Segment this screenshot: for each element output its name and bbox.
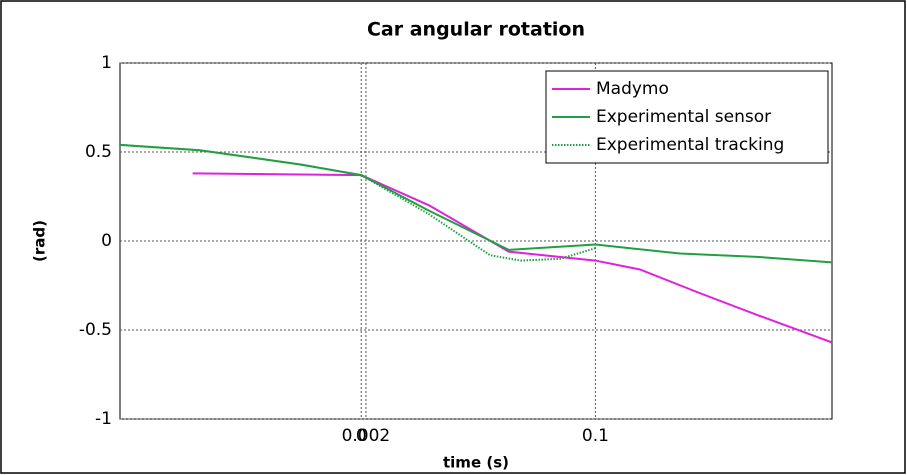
- y-tick-label: 1: [101, 53, 112, 73]
- x-tick-label: 0.1: [582, 426, 609, 446]
- y-tick-label: 0.5: [85, 142, 112, 162]
- x-tick-label: 0: [356, 426, 367, 446]
- y-axis-label: (rad): [31, 220, 49, 262]
- series-line: [119, 143, 596, 262]
- x-axis-label: time (s): [443, 454, 509, 472]
- chart-title: Car angular rotation: [367, 19, 585, 41]
- series-line: [119, 143, 833, 264]
- y-tick-label: -0.5: [79, 320, 112, 340]
- legend-label: Experimental tracking: [596, 135, 784, 155]
- y-tick-label: -1: [95, 409, 112, 429]
- series-line: [192, 172, 833, 344]
- y-tick-label: 0: [101, 231, 112, 251]
- legend: [545, 70, 829, 164]
- legend-label: Madymo: [596, 79, 669, 99]
- x-tick-label: 0.002: [342, 426, 391, 446]
- legend-label: Experimental sensor: [596, 107, 771, 127]
